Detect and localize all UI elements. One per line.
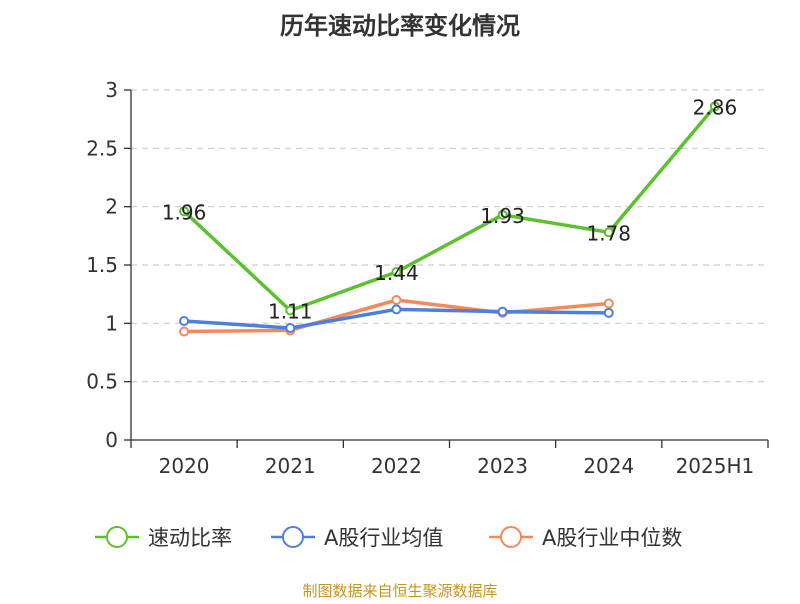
x-tick-label: 2023 [477,454,528,478]
legend-circle-marker [106,526,128,548]
data-labels: 1.96 1.11 1.44 1.93 1.78 2.86 [162,95,737,323]
y-tick-label: 0.5 [86,370,118,394]
y-tick-label: 3 [105,78,118,102]
series-line [182,104,717,313]
legend-label: 速动比率 [148,526,232,550]
data-point[interactable] [285,323,296,333]
legend-label: A股行业均值 [324,526,443,550]
data-point[interactable] [497,306,508,317]
series-group [179,101,720,337]
data-point[interactable] [497,209,508,220]
legend-circle-marker [500,526,522,548]
data-point[interactable] [179,206,190,217]
data-point[interactable] [603,307,614,318]
data-point[interactable] [391,304,402,315]
y-tick-label: 0 [105,428,118,452]
legend-circle-marker [282,526,304,548]
y-tick-label: 2.5 [86,136,118,160]
data-label: 2.86 [693,95,738,119]
x-tick-label: 2020 [159,454,210,478]
series-3 [179,295,614,337]
y-tick-label: 2 [105,195,118,219]
legend-item[interactable]: 速动比率 [95,526,232,550]
data-point[interactable] [603,298,614,309]
data-point[interactable] [285,305,296,316]
legend-item[interactable]: A股行业中位数 [489,526,682,550]
x-tick-label: 2021 [265,454,316,478]
y-tick-label: 1 [105,311,118,335]
chart-title: 历年速动比率变化情况 [280,12,520,40]
y-tick-label: 1.5 [86,253,118,277]
data-point[interactable] [391,267,402,277]
data-label: 1.44 [374,261,419,285]
data-label: 1.93 [480,204,525,228]
x-tick-label: 2022 [371,454,422,478]
data-point[interactable] [391,295,402,305]
series-1 [179,101,720,316]
x-tick-label: 2025H1 [676,454,755,478]
data-label: 1.78 [586,221,631,245]
axes: 0 0.5 1 1.5 2 2.5 3 2020 2021 2022 2023 2024 2025H1 [86,78,769,478]
data-label: 1.96 [162,200,207,224]
series-2 [179,304,614,333]
data-label: 1.11 [268,300,313,324]
x-tick-label: 2024 [583,454,634,478]
source-note: 制图数据来自恒生聚源数据库 [302,582,497,600]
data-point[interactable] [179,326,190,337]
data-point[interactable] [179,316,190,326]
legend[interactable]: 速动比率 A股行业均值 A股行业中位数 [95,526,682,550]
data-point[interactable] [709,101,720,112]
data-point[interactable] [603,227,614,238]
grid-lines [131,89,768,383]
legend-label: A股行业中位数 [542,526,682,550]
legend-item[interactable]: A股行业均值 [271,526,443,550]
